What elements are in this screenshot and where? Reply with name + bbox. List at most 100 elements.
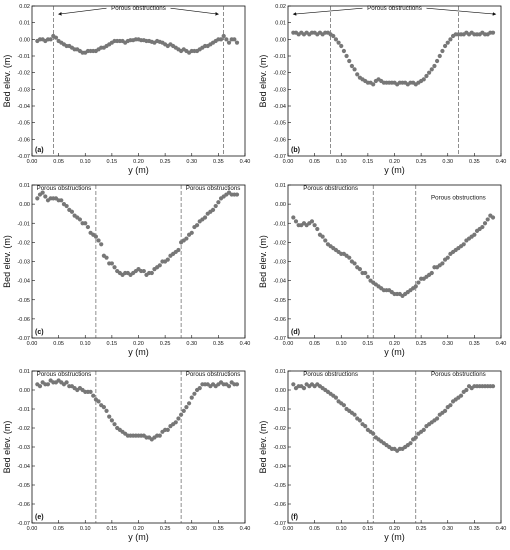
y-tick-label: -0.02 — [273, 426, 286, 432]
data-point — [35, 196, 40, 201]
panel-label: (f) — [291, 514, 298, 521]
x-tick-label: 0.30 — [442, 159, 453, 165]
data-point — [157, 263, 162, 268]
y-tick-label: -0.03 — [17, 445, 30, 451]
data-point — [429, 270, 434, 276]
data-point — [291, 215, 296, 220]
x-tick-label: 0.40 — [496, 159, 507, 165]
data-point — [339, 43, 344, 49]
data-point — [357, 418, 362, 423]
data-point — [184, 236, 189, 241]
panel-2: 0.00 0.05 0.10 0.15 0.20 0.25 0.30 0.35 0.40 -0.0… — [258, 4, 506, 175]
x-tick-label: 0.10 — [336, 341, 347, 347]
x-tick-label: 0.20 — [389, 341, 400, 347]
data-point — [45, 382, 51, 387]
y-tick-label: 0.01 — [19, 369, 30, 375]
data-point — [218, 37, 224, 42]
data-point — [480, 224, 485, 230]
y-axis-label: Bed elev. (m) — [2, 235, 12, 288]
data-point — [349, 63, 354, 69]
x-tick-label: 0.15 — [107, 159, 118, 165]
annotation-arrow — [58, 7, 107, 16]
x-tick-label: 0.25 — [160, 526, 171, 532]
y-tick-label: -0.06 — [17, 317, 30, 323]
data-point — [309, 219, 315, 224]
data-point — [461, 242, 466, 247]
x-tick-label: 0.05 — [309, 526, 320, 532]
x-tick-label: 0.10 — [80, 526, 91, 532]
data-point — [64, 380, 69, 385]
x-tick-label: 0.25 — [416, 526, 427, 532]
annotation-porous-obstructions: Porous obstructions — [431, 194, 486, 201]
x-axis-label: y (m) — [384, 165, 405, 175]
y-tick-label: -0.04 — [17, 104, 30, 110]
data-point — [109, 418, 114, 423]
y-tick-label: -0.03 — [273, 260, 286, 266]
data-point — [363, 270, 368, 276]
annotation-porous-obstructions: Porous obstructions — [303, 371, 358, 378]
x-tick-label: 0.35 — [213, 341, 224, 347]
y-tick-label: -0.01 — [273, 221, 286, 227]
y-tick-label: -0.04 — [17, 279, 30, 285]
data-point — [352, 261, 357, 266]
y-axis-label: Bed elev. (m) — [2, 55, 12, 108]
data-point — [59, 198, 64, 203]
x-tick-label: 0.15 — [107, 526, 118, 532]
y-tick-label: 0.00 — [275, 388, 286, 394]
annotation-porous-obstructions: Porous obstructions — [111, 5, 166, 12]
x-axis-label: y (m) — [384, 532, 405, 542]
data-point — [432, 63, 437, 69]
data-point — [490, 30, 496, 35]
data-point — [192, 391, 197, 396]
x-tick-label: 0.05 — [53, 159, 64, 165]
data-point — [157, 433, 162, 438]
x-tick-label: 0.30 — [186, 159, 197, 165]
data-point — [355, 72, 360, 77]
data-point — [104, 408, 109, 413]
panel-1: 0.00 0.05 0.10 0.15 0.20 0.25 0.30 0.35 0.40 -0.0… — [2, 4, 250, 175]
data-point — [189, 395, 194, 400]
data-point — [186, 401, 192, 406]
x-tick-label: 0.35 — [213, 526, 224, 532]
y-tick-label: -0.02 — [17, 426, 30, 432]
data-point — [445, 255, 450, 260]
data-point — [109, 261, 114, 266]
data-point — [331, 33, 336, 39]
data-point — [53, 35, 59, 40]
y-tick-label: -0.02 — [17, 240, 30, 246]
data-point — [333, 395, 339, 400]
data-point — [184, 405, 189, 410]
data-point — [88, 389, 93, 394]
data-point — [352, 412, 357, 417]
data-point — [85, 224, 91, 230]
x-tick-label: 0.05 — [309, 341, 320, 347]
panel-label: (e) — [35, 514, 44, 521]
x-tick-label: 0.25 — [160, 159, 171, 165]
data-point — [440, 48, 445, 54]
data-point — [485, 217, 490, 222]
y-tick-label: -0.01 — [17, 407, 30, 413]
y-tick-label: 0.01 — [275, 183, 286, 189]
x-tick-label: 0.30 — [186, 341, 197, 347]
data-point — [490, 215, 496, 220]
plot-frame — [287, 184, 502, 339]
y-tick-label: -0.05 — [273, 298, 286, 304]
y-tick-label: -0.06 — [17, 502, 30, 508]
data-point — [347, 58, 352, 64]
annotation-porous-obstructions: Porous obstructions — [303, 185, 358, 192]
y-tick-label: -0.06 — [17, 137, 30, 143]
y-tick-label: -0.02 — [273, 71, 286, 77]
data-point — [234, 40, 240, 45]
x-tick-label: 0.10 — [336, 159, 347, 165]
data-point — [437, 53, 442, 59]
plot-frame — [31, 5, 246, 157]
x-tick-label: 0.15 — [363, 526, 374, 532]
y-tick-label: 0.00 — [19, 388, 30, 394]
x-tick-label: 0.30 — [442, 526, 453, 532]
data-point — [69, 209, 75, 214]
data-point — [464, 387, 469, 393]
x-tick-label: 0.40 — [240, 159, 251, 165]
data-point — [413, 284, 418, 289]
y-tick-label: -0.05 — [273, 483, 286, 489]
